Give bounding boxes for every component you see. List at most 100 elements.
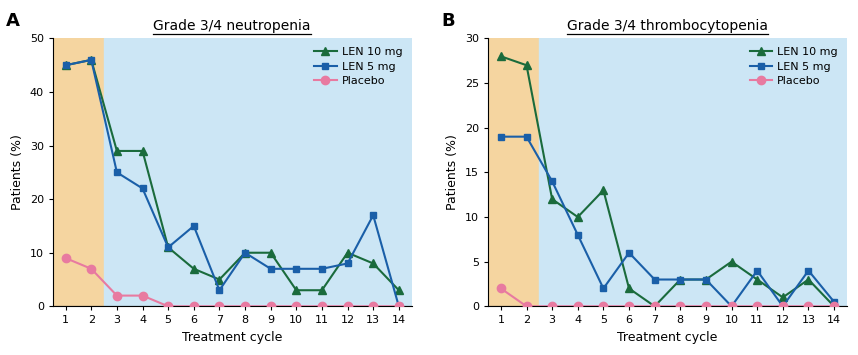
LEN 5 mg	[291, 267, 301, 271]
LEN 5 mg	[547, 179, 558, 184]
LEN 5 mg	[189, 224, 199, 228]
Placebo	[368, 304, 378, 308]
LEN 5 mg	[342, 261, 353, 266]
Placebo	[496, 286, 506, 291]
Placebo	[60, 256, 70, 260]
LEN 5 mg	[624, 251, 634, 255]
LEN 10 mg	[829, 304, 839, 308]
Line: LEN 10 mg: LEN 10 mg	[62, 56, 403, 294]
Placebo	[650, 304, 660, 308]
LEN 5 mg	[265, 267, 275, 271]
LEN 5 mg	[701, 277, 711, 282]
Placebo	[777, 304, 788, 308]
Y-axis label: Patients (%): Patients (%)	[446, 135, 459, 210]
LEN 10 mg	[342, 251, 353, 255]
LEN 10 mg	[547, 197, 558, 201]
LEN 5 mg	[496, 135, 506, 139]
LEN 5 mg	[803, 268, 813, 273]
LEN 10 mg	[265, 251, 275, 255]
LEN 5 mg	[727, 304, 737, 308]
LEN 5 mg	[522, 135, 532, 139]
LEN 5 mg	[112, 170, 122, 175]
LEN 10 mg	[675, 277, 686, 282]
Placebo	[522, 304, 532, 308]
LEN 10 mg	[752, 277, 762, 282]
LEN 10 mg	[86, 58, 96, 62]
LEN 10 mg	[240, 251, 251, 255]
Placebo	[727, 304, 737, 308]
LEN 10 mg	[650, 304, 660, 308]
LEN 10 mg	[291, 288, 301, 293]
LEN 5 mg	[650, 277, 660, 282]
LEN 5 mg	[675, 277, 686, 282]
LEN 10 mg	[214, 277, 225, 282]
Y-axis label: Patients (%): Patients (%)	[11, 135, 24, 210]
LEN 5 mg	[240, 251, 251, 255]
Line: LEN 10 mg: LEN 10 mg	[497, 52, 838, 311]
Line: LEN 5 mg: LEN 5 mg	[62, 56, 402, 310]
Line: Placebo: Placebo	[62, 254, 403, 311]
Placebo	[675, 304, 686, 308]
Bar	[53, 38, 104, 306]
LEN 5 mg	[368, 213, 378, 217]
Placebo	[163, 304, 173, 308]
LEN 10 mg	[701, 277, 711, 282]
Placebo	[112, 294, 122, 298]
LEN 10 mg	[777, 295, 788, 300]
Placebo	[829, 304, 839, 308]
LEN 10 mg	[317, 288, 327, 293]
Title: Grade 3/4 thrombocytopenia: Grade 3/4 thrombocytopenia	[567, 19, 768, 33]
LEN 5 mg	[137, 186, 148, 191]
Placebo	[291, 304, 301, 308]
Placebo	[598, 304, 608, 308]
LEN 10 mg	[163, 245, 173, 250]
LEN 10 mg	[137, 149, 148, 153]
LEN 10 mg	[598, 188, 608, 192]
Placebo	[342, 304, 353, 308]
LEN 5 mg	[598, 286, 608, 291]
LEN 5 mg	[60, 63, 70, 67]
LEN 10 mg	[189, 267, 199, 271]
Placebo	[547, 304, 558, 308]
Text: A: A	[6, 12, 20, 30]
LEN 5 mg	[829, 300, 839, 304]
Bar	[104, 38, 412, 306]
LEN 10 mg	[496, 54, 506, 59]
LEN 5 mg	[163, 245, 173, 250]
LEN 10 mg	[60, 63, 70, 67]
Text: B: B	[441, 12, 455, 30]
Placebo	[394, 304, 404, 308]
LEN 5 mg	[317, 267, 327, 271]
Legend: LEN 10 mg, LEN 5 mg, Placebo: LEN 10 mg, LEN 5 mg, Placebo	[746, 44, 842, 89]
Bar	[488, 38, 540, 306]
X-axis label: Treatment cycle: Treatment cycle	[617, 331, 717, 344]
Placebo	[86, 267, 96, 271]
LEN 5 mg	[752, 268, 762, 273]
LEN 10 mg	[624, 286, 634, 291]
Legend: LEN 10 mg, LEN 5 mg, Placebo: LEN 10 mg, LEN 5 mg, Placebo	[311, 44, 406, 89]
Placebo	[137, 294, 148, 298]
Line: Placebo: Placebo	[497, 284, 838, 311]
Placebo	[803, 304, 813, 308]
Placebo	[752, 304, 762, 308]
Title: Grade 3/4 neutropenia: Grade 3/4 neutropenia	[154, 19, 311, 33]
LEN 10 mg	[803, 277, 813, 282]
Placebo	[572, 304, 583, 308]
LEN 10 mg	[394, 288, 404, 293]
Placebo	[624, 304, 634, 308]
Placebo	[189, 304, 199, 308]
LEN 5 mg	[394, 304, 404, 308]
Placebo	[265, 304, 275, 308]
LEN 5 mg	[777, 304, 788, 308]
LEN 5 mg	[214, 288, 225, 293]
LEN 10 mg	[368, 261, 378, 266]
LEN 10 mg	[112, 149, 122, 153]
LEN 10 mg	[727, 260, 737, 264]
LEN 5 mg	[86, 58, 96, 62]
LEN 5 mg	[572, 233, 583, 237]
LEN 10 mg	[572, 215, 583, 219]
LEN 10 mg	[522, 63, 532, 67]
Placebo	[240, 304, 251, 308]
Placebo	[701, 304, 711, 308]
Bar	[540, 38, 847, 306]
